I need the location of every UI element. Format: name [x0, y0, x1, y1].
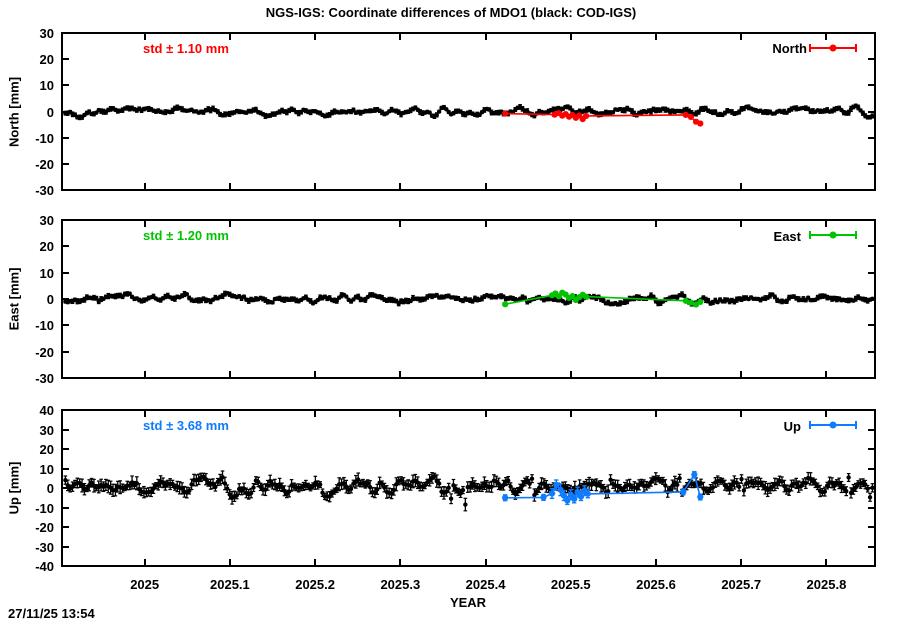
timestamp: 27/11/25 13:54: [8, 606, 95, 621]
y-tick-label: 20: [40, 442, 54, 457]
y-tick-label: -10: [35, 131, 54, 146]
y-axis-label-up: Up [mm]: [6, 461, 22, 515]
std-label-up: std ± 3.68 mm: [143, 418, 229, 433]
y-tick-label: 20: [40, 239, 54, 254]
y-tick-label: -30: [35, 540, 54, 555]
legend-sample-north: [809, 44, 857, 52]
x-tick-label: 2025.2: [295, 577, 335, 592]
x-tick-label: 2025.4: [466, 577, 507, 592]
x-tick-label: 2025.1: [210, 577, 250, 592]
legend-sample-east: [809, 231, 857, 239]
ngs-series-up: [502, 470, 704, 506]
y-tick-label: -30: [35, 371, 54, 386]
y-tick-label: 20: [40, 52, 54, 67]
black-series-up: [63, 470, 875, 512]
y-tick-label: 10: [40, 78, 54, 93]
y-tick-label: 30: [40, 26, 54, 41]
legend-label-up: Up: [783, 419, 801, 434]
y-tick-label: 30: [40, 213, 54, 228]
legend-label-north: North: [772, 41, 807, 56]
y-tick-label: 0: [47, 481, 54, 496]
y-axis-label-east: East [mm]: [6, 267, 22, 331]
y-tick-label: 30: [40, 423, 54, 438]
std-label-north: std ± 1.10 mm: [143, 41, 229, 56]
y-tick-label: -10: [35, 318, 54, 333]
panel-up: 40 30 20 10 0 -10 -20 -30 -40: [35, 403, 876, 574]
y-tick-label: -10: [35, 501, 54, 516]
ngs-series-east: [502, 289, 704, 308]
x-axis-label: YEAR: [449, 595, 487, 610]
y-axis-label-north: North [mm]: [6, 76, 22, 148]
panel-north: 30 20 10 0 -10 -20 -30: [35, 26, 876, 198]
y-tick-label: -20: [35, 520, 54, 535]
y-tick-label: 10: [40, 462, 54, 477]
legend-label-east: East: [773, 229, 801, 244]
y-tick-label: 0: [47, 105, 54, 120]
y-tick-label: -20: [35, 157, 54, 172]
panel-east: 30 20 10 0 -10 -20 -30: [35, 213, 876, 386]
y-tick-label: -20: [35, 345, 54, 360]
y-tick-label: 10: [40, 266, 54, 281]
y-tick-label: 0: [47, 292, 54, 307]
black-series-north: [63, 103, 875, 121]
x-tick-label: 2025.3: [380, 577, 420, 592]
x-tick-label: 2025.8: [807, 577, 847, 592]
chart-title: NGS-IGS: Coordinate differences of MDO1 …: [265, 5, 637, 20]
x-tick-label: 2025.5: [551, 577, 591, 592]
legend-sample-up: [809, 421, 857, 429]
ngs-series-north: [502, 109, 704, 127]
y-tick-label: 40: [40, 403, 54, 418]
black-series-east: [63, 290, 875, 307]
std-label-east: std ± 1.20 mm: [143, 228, 229, 243]
x-tick-label: 2025.6: [636, 577, 676, 592]
x-tick-label: 2025: [130, 577, 159, 592]
y-tick-label: -40: [35, 559, 54, 574]
x-tick-label: 2025.7: [721, 577, 761, 592]
y-tick-label: -30: [35, 183, 54, 198]
